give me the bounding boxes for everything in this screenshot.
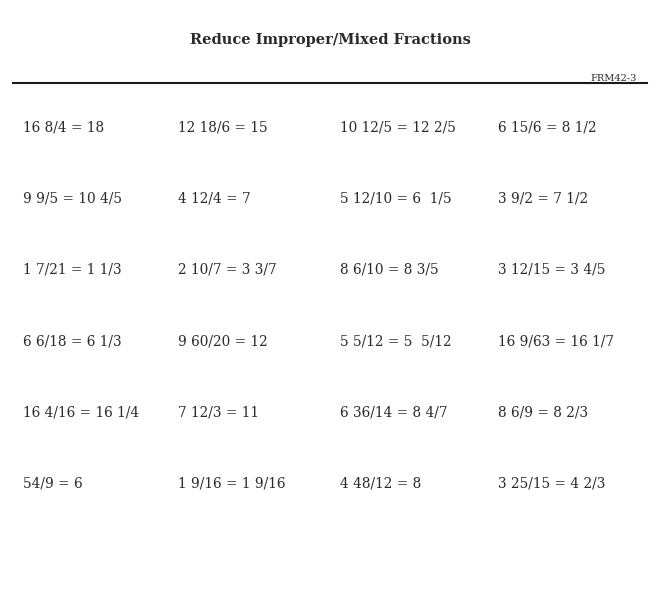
Text: 6 15/6 = 8 1/2: 6 15/6 = 8 1/2: [498, 121, 597, 134]
Text: 3 25/15 = 4 2/3: 3 25/15 = 4 2/3: [498, 476, 606, 490]
Text: 6 36/14 = 8 4/7: 6 36/14 = 8 4/7: [340, 405, 447, 419]
Text: 3 9/2 = 7 1/2: 3 9/2 = 7 1/2: [498, 192, 589, 206]
Text: 3 12/15 = 3 4/5: 3 12/15 = 3 4/5: [498, 263, 606, 277]
Text: 4 48/12 = 8: 4 48/12 = 8: [340, 476, 421, 490]
Text: Reduce Improper/Mixed Fractions: Reduce Improper/Mixed Fractions: [189, 33, 471, 47]
Text: 9 60/20 = 12: 9 60/20 = 12: [178, 334, 268, 348]
Text: 1 7/21 = 1 1/3: 1 7/21 = 1 1/3: [23, 263, 121, 277]
Text: 1 9/16 = 1 9/16: 1 9/16 = 1 9/16: [178, 476, 286, 490]
Text: 5 5/12 = 5  5/12: 5 5/12 = 5 5/12: [340, 334, 451, 348]
Text: 54/9 = 6: 54/9 = 6: [23, 476, 82, 490]
Text: 4 12/4 = 7: 4 12/4 = 7: [178, 192, 251, 206]
Text: 10 12/5 = 12 2/5: 10 12/5 = 12 2/5: [340, 121, 456, 134]
Text: 2 10/7 = 3 3/7: 2 10/7 = 3 3/7: [178, 263, 277, 277]
Text: 9 9/5 = 10 4/5: 9 9/5 = 10 4/5: [23, 192, 122, 206]
Text: 5 12/10 = 6  1/5: 5 12/10 = 6 1/5: [340, 192, 451, 206]
Text: FRM42-3: FRM42-3: [591, 74, 637, 83]
Text: 6 6/18 = 6 1/3: 6 6/18 = 6 1/3: [23, 334, 121, 348]
Text: 8 6/9 = 8 2/3: 8 6/9 = 8 2/3: [498, 405, 589, 419]
Text: 16 4/16 = 16 1/4: 16 4/16 = 16 1/4: [23, 405, 139, 419]
Text: 7 12/3 = 11: 7 12/3 = 11: [178, 405, 259, 419]
Text: 8 6/10 = 8 3/5: 8 6/10 = 8 3/5: [340, 263, 438, 277]
Text: 12 18/6 = 15: 12 18/6 = 15: [178, 121, 268, 134]
Text: 16 9/63 = 16 1/7: 16 9/63 = 16 1/7: [498, 334, 614, 348]
Text: 16 8/4 = 18: 16 8/4 = 18: [23, 121, 104, 134]
